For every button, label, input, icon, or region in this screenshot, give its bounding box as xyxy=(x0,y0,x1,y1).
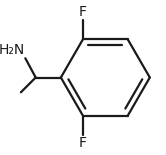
Text: F: F xyxy=(79,136,87,150)
Text: H₂N: H₂N xyxy=(0,44,25,58)
Text: F: F xyxy=(79,5,87,19)
